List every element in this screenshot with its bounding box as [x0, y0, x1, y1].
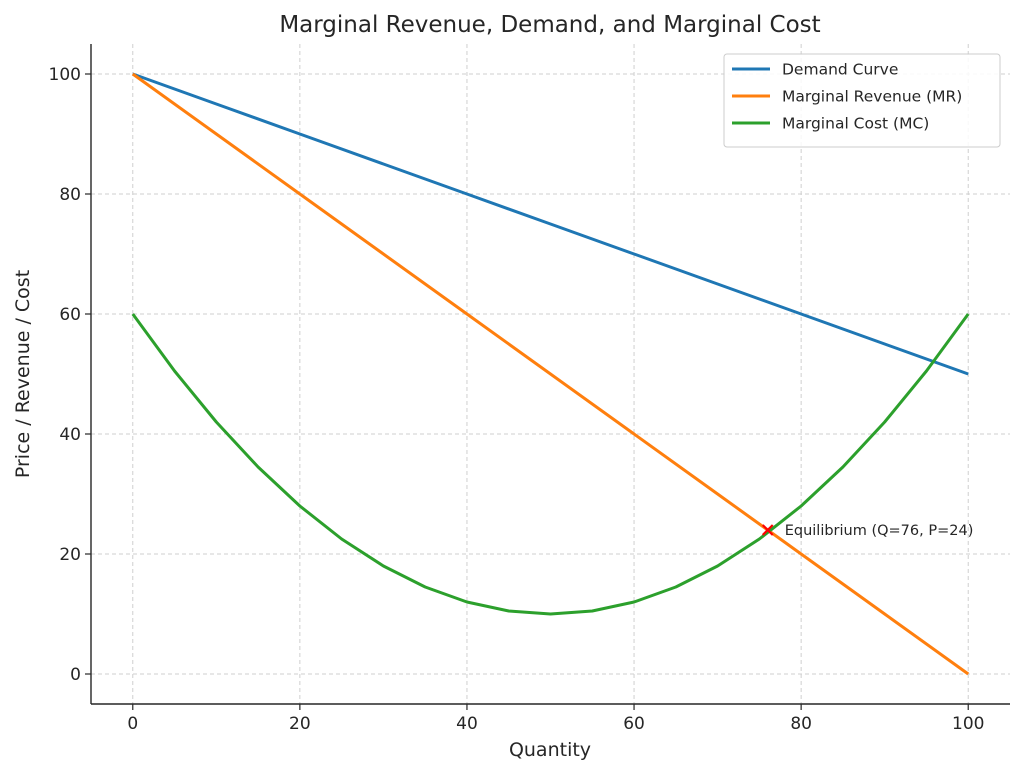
series-line-1 — [131, 72, 970, 676]
series-line-2 — [131, 313, 970, 616]
y-axis-title: Price / Revenue / Cost — [12, 270, 34, 478]
y-tick-label-0: 0 — [70, 665, 81, 685]
legend-label-0: Demand Curve — [782, 61, 898, 79]
y-tick-label-5: 100 — [49, 65, 81, 85]
x-tick-label-2: 40 — [456, 714, 478, 734]
x-tick-label-4: 80 — [790, 714, 812, 734]
y-tick-label-2: 40 — [59, 425, 81, 445]
y-tick-label-3: 60 — [59, 305, 81, 325]
x-tick-label-5: 100 — [952, 714, 984, 734]
x-tick-label-1: 20 — [289, 714, 311, 734]
y-tick-label-1: 20 — [59, 545, 81, 565]
marker-stroke-b — [761, 524, 774, 536]
annotations: Equilibrium (Q=76, P=24) — [761, 523, 974, 539]
x-tick-label-0: 0 — [127, 714, 138, 734]
series-line-0 — [132, 72, 969, 376]
axes: 0 20 40 60 80 100 0 20 40 60 80 100 — [49, 44, 1010, 734]
legend-label-2: Marginal Cost (MC) — [782, 115, 929, 133]
equilibrium-marker — [761, 524, 774, 536]
x-tick-label-3: 60 — [623, 714, 645, 734]
y-tick-label-4: 80 — [59, 185, 81, 205]
legend-label-1: Marginal Revenue (MR) — [782, 88, 962, 106]
legend: Demand Curve Marginal Revenue (MR) Margina… — [723, 53, 1001, 148]
plot-area — [131, 72, 970, 676]
chart-title: Marginal Revenue, Demand, and Marginal C… — [279, 12, 820, 38]
legend-box — [723, 53, 1001, 148]
annotation-label: Equilibrium (Q=76, P=24) — [785, 523, 974, 539]
x-axis-title: Quantity — [509, 739, 591, 761]
